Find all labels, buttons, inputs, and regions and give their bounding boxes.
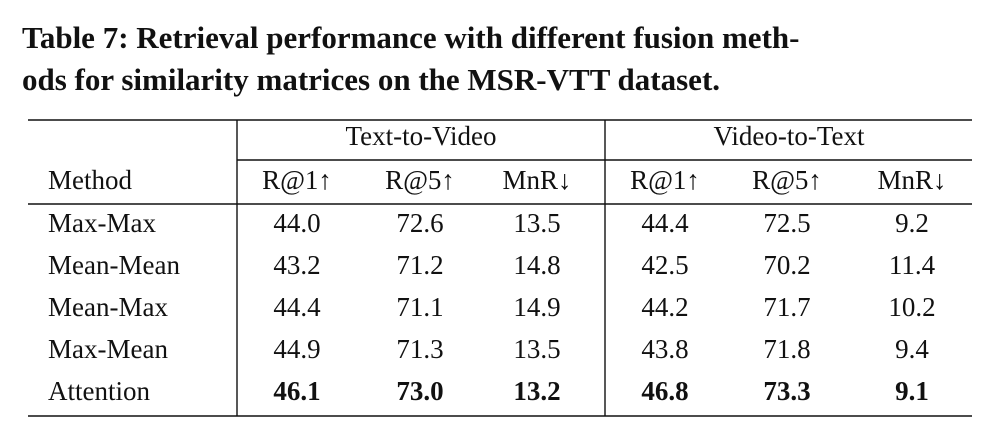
cell: 43.8 (641, 334, 688, 364)
cell: 43.2 (273, 250, 320, 280)
group-header: Video-to-Text (714, 121, 865, 151)
cell: 9.1 (895, 376, 929, 406)
cell: 14.8 (513, 250, 560, 280)
cell: 71.2 (396, 250, 443, 280)
cell: 9.4 (895, 334, 929, 364)
cell: 72.5 (763, 208, 810, 238)
cell: 44.0 (273, 208, 320, 238)
row-label: Attention (48, 376, 150, 406)
cell: 46.1 (273, 376, 320, 406)
cell: 71.8 (763, 334, 810, 364)
cell: 71.1 (396, 292, 443, 322)
row-label: Mean-Mean (48, 250, 180, 280)
group-header: Text-to-Video (346, 121, 497, 151)
cell: 71.7 (763, 292, 810, 322)
cell: 73.0 (396, 376, 443, 406)
cell: 13.5 (513, 334, 560, 364)
cell: 44.4 (641, 208, 689, 238)
cell: 13.2 (513, 376, 560, 406)
column-header: R@5↑ (385, 165, 455, 195)
cell: 44.9 (273, 334, 320, 364)
row-label: Max-Max (48, 208, 156, 238)
caption-line: ods for similarity matrices on the MSR-V… (22, 62, 720, 97)
cell: 9.2 (895, 208, 929, 238)
cell: 73.3 (763, 376, 810, 406)
column-header: MnR↓ (502, 165, 571, 195)
row-label: Mean-Max (48, 292, 168, 322)
column-header: Method (48, 165, 132, 195)
row-label: Max-Mean (48, 334, 168, 364)
cell: 44.4 (273, 292, 321, 322)
caption-line: Table 7: Retrieval performance with diff… (22, 20, 799, 55)
cell: 14.9 (513, 292, 560, 322)
cell: 71.3 (396, 334, 443, 364)
column-header: MnR↓ (877, 165, 946, 195)
cell: 44.2 (641, 292, 688, 322)
cell: 13.5 (513, 208, 560, 238)
column-header: R@5↑ (752, 165, 822, 195)
cell: 11.4 (889, 250, 936, 280)
cell: 46.8 (641, 376, 688, 406)
cell: 72.6 (396, 208, 443, 238)
cell: 42.5 (641, 250, 688, 280)
column-header: R@1↑ (262, 165, 332, 195)
cell: 10.2 (888, 292, 935, 322)
cell: 70.2 (763, 250, 810, 280)
column-header: R@1↑ (630, 165, 700, 195)
